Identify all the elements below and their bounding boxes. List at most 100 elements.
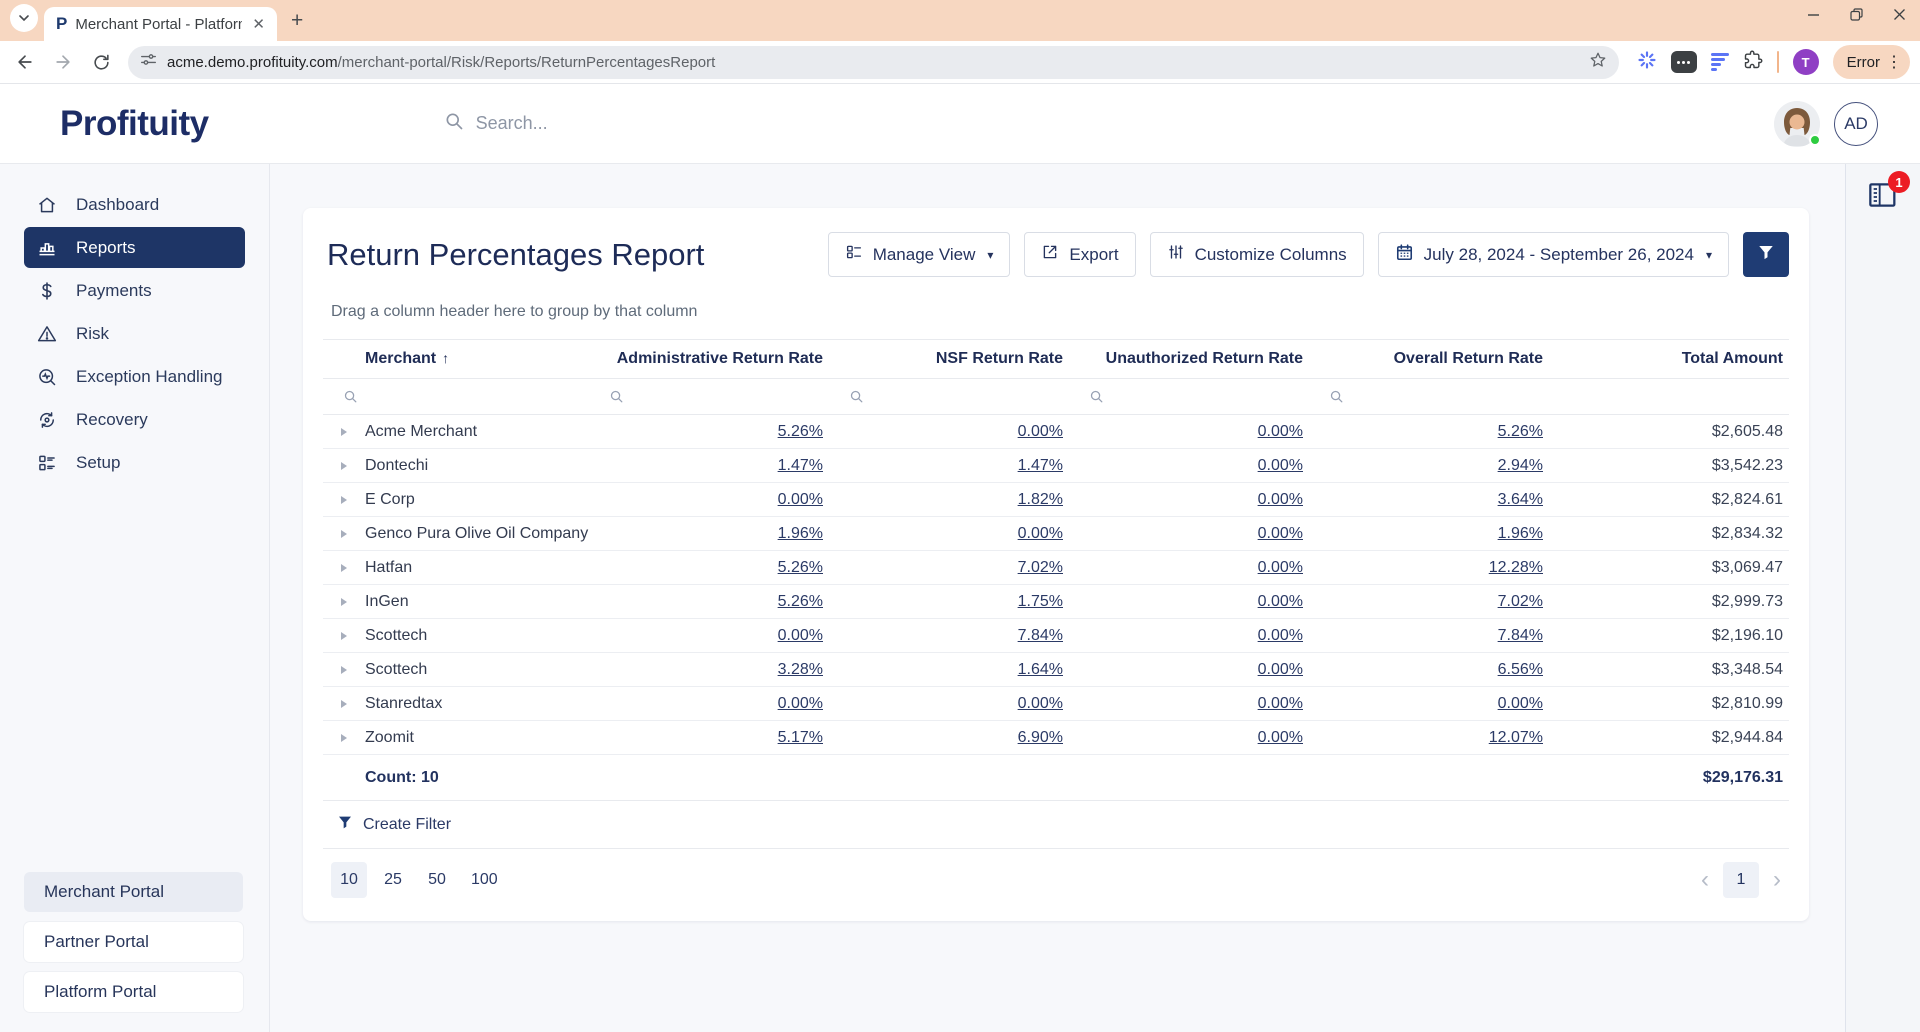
administrative-rate-link[interactable]: 5.26% [777,558,823,576]
sidebar-item-recovery[interactable]: Recovery [24,399,245,440]
table-row[interactable]: E Corp 0.00% 1.82% 0.00% 3.64% $2,824.61 [323,483,1789,517]
next-page-icon[interactable]: › [1773,866,1781,893]
overall-filter-input[interactable] [1325,389,1565,404]
unauthorized-rate-link[interactable]: 0.00% [1257,558,1303,576]
error-menu-button[interactable]: Error ⋮ [1832,45,1910,79]
extension-filter-icon[interactable] [1710,53,1729,71]
partner-portal-button[interactable]: Partner Portal [24,922,243,962]
platform-portal-button[interactable]: Platform Portal [24,972,243,1012]
sidebar-item-setup[interactable]: Setup [24,442,245,483]
global-search[interactable] [444,111,1774,136]
page-size-10[interactable]: 10 [331,862,367,898]
refresh-icon[interactable] [86,47,116,77]
column-header-overall[interactable]: Overall Return Rate [1393,350,1543,367]
site-settings-icon[interactable] [140,51,157,73]
filter-button[interactable] [1743,232,1789,277]
overall-rate-link[interactable]: 1.96% [1497,524,1543,542]
sidebar-item-risk[interactable]: Risk [24,313,245,354]
table-row[interactable]: Zoomit 5.17% 6.90% 0.00% 12.07% $2,944.8… [323,721,1789,755]
nsf-rate-link[interactable]: 7.02% [1017,558,1063,576]
page-size-50[interactable]: 50 [428,871,446,888]
administrative-rate-link[interactable]: 5.17% [777,728,823,746]
unauthorized-rate-link[interactable]: 0.00% [1257,660,1303,678]
administrative-rate-link[interactable]: 3.28% [777,660,823,678]
new-tab-button[interactable]: + [291,9,304,32]
unauthorized-rate-link[interactable]: 0.00% [1257,694,1303,712]
nsf-rate-link[interactable]: 0.00% [1017,422,1063,440]
unauthorized-rate-link[interactable]: 0.00% [1257,456,1303,474]
tab-search-icon[interactable] [10,3,38,32]
row-expand-icon[interactable] [323,597,365,606]
row-expand-icon[interactable] [323,529,365,538]
row-expand-icon[interactable] [323,563,365,572]
unauthorized-rate-link[interactable]: 0.00% [1257,524,1303,542]
row-expand-icon[interactable] [323,733,365,742]
administrative-rate-link[interactable]: 0.00% [777,626,823,644]
unauthorized-rate-link[interactable]: 0.00% [1257,592,1303,610]
nsf-rate-link[interactable]: 1.64% [1017,660,1063,678]
date-range-button[interactable]: July 28, 2024 - September 26, 2024 ▾ [1377,232,1729,277]
overall-rate-link[interactable]: 2.94% [1497,456,1543,474]
extension-sunburst-icon[interactable] [1637,50,1657,75]
page-size-25[interactable]: 25 [384,871,402,888]
window-restore-icon[interactable] [1850,8,1863,21]
user-avatar[interactable] [1774,100,1821,147]
unauthorized-rate-link[interactable]: 0.00% [1257,490,1303,508]
overall-rate-link[interactable]: 3.64% [1497,490,1543,508]
customize-columns-button[interactable]: Customize Columns [1149,232,1364,277]
table-row[interactable]: Genco Pura Olive Oil Company 1.96% 0.00%… [323,517,1789,551]
browser-profile-avatar[interactable]: T [1792,49,1819,75]
table-row[interactable]: Hatfan 5.26% 7.02% 0.00% 12.28% $3,069.4… [323,551,1789,585]
table-row[interactable]: Dontechi 1.47% 1.47% 0.00% 2.94% $3,542.… [323,449,1789,483]
nsf-rate-link[interactable]: 1.75% [1017,592,1063,610]
create-filter-button[interactable]: Create Filter [323,801,1789,849]
administrative-rate-link[interactable]: 1.96% [777,524,823,542]
administrative-rate-link[interactable]: 1.47% [777,456,823,474]
nsf-rate-link[interactable]: 0.00% [1017,524,1063,542]
table-row[interactable]: Scottech 0.00% 7.84% 0.00% 7.84% $2,196.… [323,619,1789,653]
row-expand-icon[interactable] [323,461,365,470]
row-expand-icon[interactable] [323,699,365,708]
url-bar[interactable]: acme.demo.profituity.com/merchant-portal… [128,45,1619,79]
column-header-administrative[interactable]: Administrative Return Rate [616,350,823,367]
row-expand-icon[interactable] [323,665,365,674]
nsf-rate-link[interactable]: 1.47% [1017,456,1063,474]
table-row[interactable]: Stanredtax 0.00% 0.00% 0.00% 0.00% $2,81… [323,687,1789,721]
back-icon[interactable] [10,47,40,77]
column-header-nsf[interactable]: NSF Return Rate [935,350,1063,367]
browser-tab[interactable]: P Merchant Portal - PlatformNext ✕ [44,7,277,41]
merchant-portal-button[interactable]: Merchant Portal [24,872,243,912]
overall-rate-link[interactable]: 6.56% [1497,660,1543,678]
column-header-unauthorized[interactable]: Unauthorized Return Rate [1105,350,1303,367]
merchant-filter-input[interactable] [323,389,605,404]
tab-close-icon[interactable]: ✕ [252,16,265,33]
unauthorized-rate-link[interactable]: 0.00% [1257,422,1303,440]
search-input[interactable] [475,113,876,134]
extension-chat-icon[interactable] [1670,51,1697,73]
unauthorized-rate-link[interactable]: 0.00% [1257,728,1303,746]
row-expand-icon[interactable] [323,631,365,640]
administrative-rate-link[interactable]: 0.00% [777,694,823,712]
sidebar-item-dashboard[interactable]: Dashboard [24,184,245,225]
row-expand-icon[interactable] [323,495,365,504]
unauthorized-filter-input[interactable] [1085,389,1325,404]
administrative-rate-link[interactable]: 0.00% [777,490,823,508]
column-header-merchant[interactable]: Merchant ↑ [365,350,450,367]
table-row[interactable]: InGen 5.26% 1.75% 0.00% 7.02% $2,999.73 [323,585,1789,619]
unauthorized-rate-link[interactable]: 0.00% [1257,626,1303,644]
nsf-rate-link[interactable]: 7.84% [1017,626,1063,644]
bookmark-star-icon[interactable] [1589,51,1607,74]
administrative-rate-link[interactable]: 5.26% [777,422,823,440]
window-minimize-icon[interactable] [1807,8,1820,21]
row-expand-icon[interactable] [323,427,365,436]
sidebar-item-payments[interactable]: Payments [24,270,245,311]
administrative-filter-input[interactable] [605,389,845,404]
overall-rate-link[interactable]: 7.02% [1497,592,1543,610]
table-row[interactable]: Acme Merchant 5.26% 0.00% 0.00% 5.26% $2… [323,415,1789,449]
overall-rate-link[interactable]: 12.28% [1488,558,1543,576]
nsf-rate-link[interactable]: 1.82% [1017,490,1063,508]
table-row[interactable]: Scottech 3.28% 1.64% 0.00% 6.56% $3,348.… [323,653,1789,687]
sidebar-item-exception-handling[interactable]: Exception Handling [24,356,245,397]
manage-view-button[interactable]: Manage View ▾ [827,232,1011,277]
previous-page-icon[interactable]: ‹ [1701,866,1709,893]
